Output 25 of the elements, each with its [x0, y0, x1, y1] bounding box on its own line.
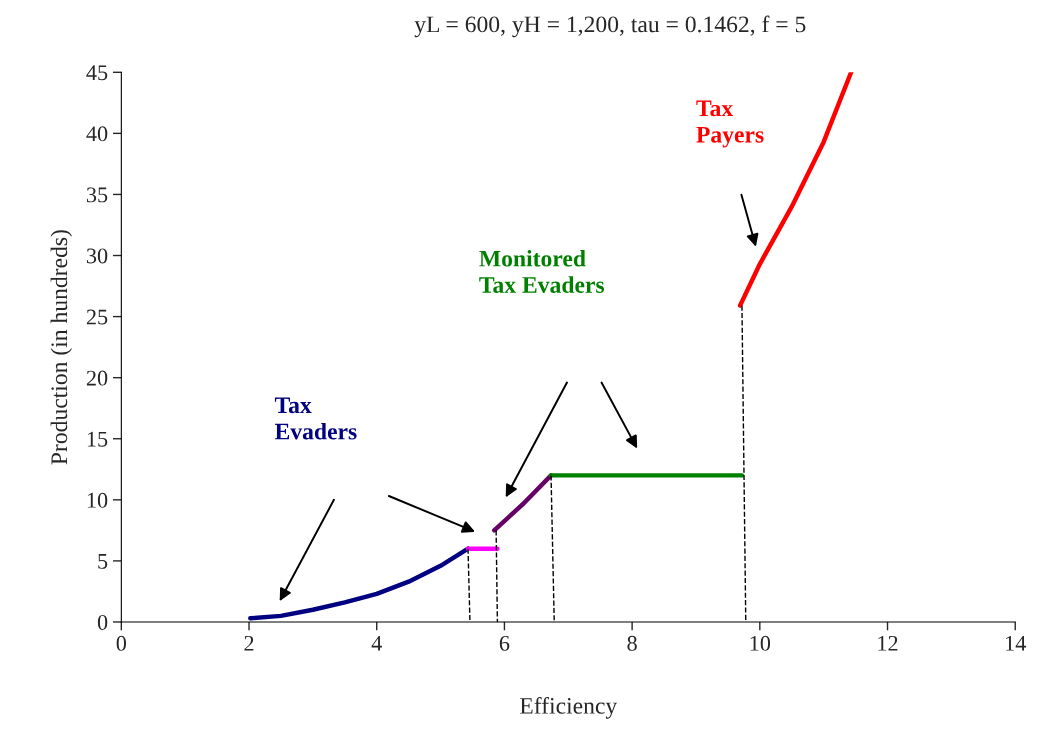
x-tick-label: 6	[499, 635, 510, 651]
chart-title: yL = 600, yH = 1,200, tau = 0.1462, f = 5	[414, 15, 806, 38]
y-tick-label: 15	[87, 431, 108, 447]
annotation: Tax Payers	[696, 100, 764, 148]
x-tick-label: 10	[750, 635, 771, 651]
x-axis-title: Efficiency	[520, 696, 618, 719]
y-tick-label: 45	[86, 65, 108, 81]
annotation: Tax Evaders	[274, 397, 357, 440]
y-tick-label: 35	[86, 187, 108, 203]
y-tick-label: 10	[87, 492, 108, 508]
y-tick-label: 20	[86, 370, 108, 386]
x-tick-label: 0	[116, 635, 127, 651]
x-tick-label: 4	[371, 635, 382, 651]
y-axis-title: Production (in hundreds)	[50, 230, 73, 465]
y-tick-label: 0	[97, 614, 108, 630]
x-tick-label: 12	[878, 635, 898, 651]
annotation: Monitored Tax Evaders	[479, 249, 605, 293]
y-tick-label: 5	[98, 554, 108, 569]
y-tick-label: 25	[86, 309, 108, 325]
x-tick-label: 8	[627, 635, 637, 651]
y-tick-label: 40	[86, 126, 108, 142]
x-tick-label: 2	[244, 635, 254, 651]
x-tick-label: 14	[1006, 635, 1026, 651]
line-series	[248, 546, 471, 621]
y-tick-label: 30	[86, 248, 108, 264]
